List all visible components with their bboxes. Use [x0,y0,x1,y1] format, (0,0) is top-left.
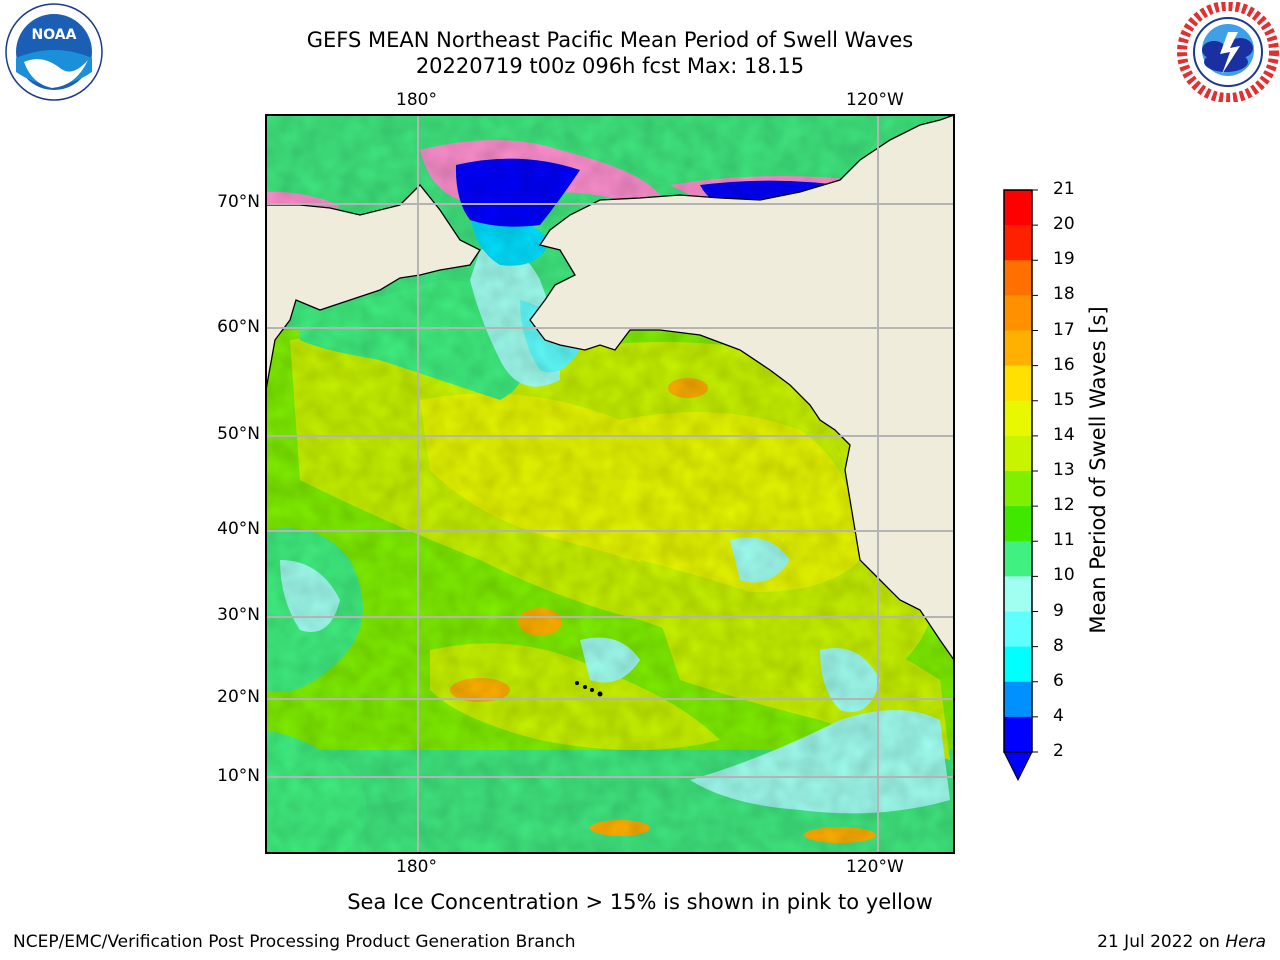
lat-label-60n: 60°N [217,317,260,337]
colorbar-segment [1004,225,1032,261]
map-field [266,115,954,853]
colorbar-tick-label: 11 [1053,530,1075,551]
colorbar-segment [1004,400,1032,437]
colorbar-tick-label: 9 [1053,600,1064,621]
lon-label-top-180: 180° [396,90,437,110]
colorbar [1003,189,1038,782]
lat-label-30n: 30°N [217,605,260,625]
lat-label-20n: 20°N [217,687,260,707]
graticule [266,115,954,853]
hawaii-islands [575,681,603,697]
map-frame [265,114,955,854]
colorbar-segment [1004,190,1032,226]
colorbar-tick-label: 8 [1053,635,1064,656]
colorbar-tick-label: 14 [1053,424,1075,445]
footer-date: 21 Jul 2022 on Hera [1097,932,1266,952]
footer-host: Hera [1225,932,1266,952]
land-masses [266,115,954,662]
colorbar-tick-label: 17 [1053,319,1075,340]
colorbar-tick-label: 12 [1053,495,1075,516]
colorbar-segment [1004,646,1032,683]
colorbar-tick-label: 20 [1053,214,1075,235]
sea-ice-caption-text: Sea Ice Concentration > 15% is shown in … [347,890,933,914]
colorbar-segment [1004,260,1032,296]
colorbar-tick-label: 10 [1053,565,1075,586]
colorbar-segment [1004,435,1032,472]
colorbar-segment [1004,365,1032,402]
lon-label-top-120w: 120°W [846,90,904,110]
lon-label-bottom-120w: 120°W [846,857,904,877]
footer-credit: NCEP/EMC/Verification Post Processing Pr… [13,932,576,952]
colorbar-tick-label: 18 [1053,284,1075,305]
colorbar-segment [1004,576,1032,612]
lat-label-40n: 40°N [217,519,260,539]
colorbar-segment [1004,681,1032,718]
colorbar-segment [1004,541,1032,577]
colorbar-tick-label: 21 [1053,179,1075,199]
colorbar-tick-label: 2 [1053,741,1064,761]
lon-label-bottom-180: 180° [396,857,437,877]
nws-logo [1177,2,1279,102]
colorbar-tick-label: 13 [1053,460,1075,480]
colorbar-tick-label: 16 [1053,354,1075,375]
colorbar-extend-arrow [1003,751,1033,782]
colorbar-tick-label: 4 [1053,705,1064,726]
footer-date-text: 21 Jul 2022 on [1097,932,1226,952]
colorbar-tick-label: 19 [1053,249,1075,270]
colorbar-tick-label: 15 [1053,389,1075,410]
lat-label-70n: 70°N [217,192,260,212]
plot-title: GEFS MEAN Northeast Pacific Mean Period … [306,28,914,52]
noaa-logo-text: NOAA [32,27,77,43]
plot-subtitle: 20220719 t00z 096h fcst Max: 18.15 [415,54,805,78]
colorbar-segment [1004,471,1032,507]
sea-ice-caption: Sea Ice Concentration > 15% is shown in … [0,890,1280,914]
colorbar-segment [1004,716,1032,753]
colorbar-segment [1004,506,1032,542]
colorbar-segment [1004,330,1032,367]
lat-label-50n: 50°N [217,424,260,444]
colorbar-tick-label: 6 [1053,670,1064,691]
colorbar-segment [1004,611,1032,648]
colorbar-segment [1004,295,1032,331]
noaa-logo: NOAA [5,3,103,101]
colorbar-title: Mean Period of Swell Waves [s] [1086,306,1110,634]
lat-label-10n: 10°N [217,766,260,786]
